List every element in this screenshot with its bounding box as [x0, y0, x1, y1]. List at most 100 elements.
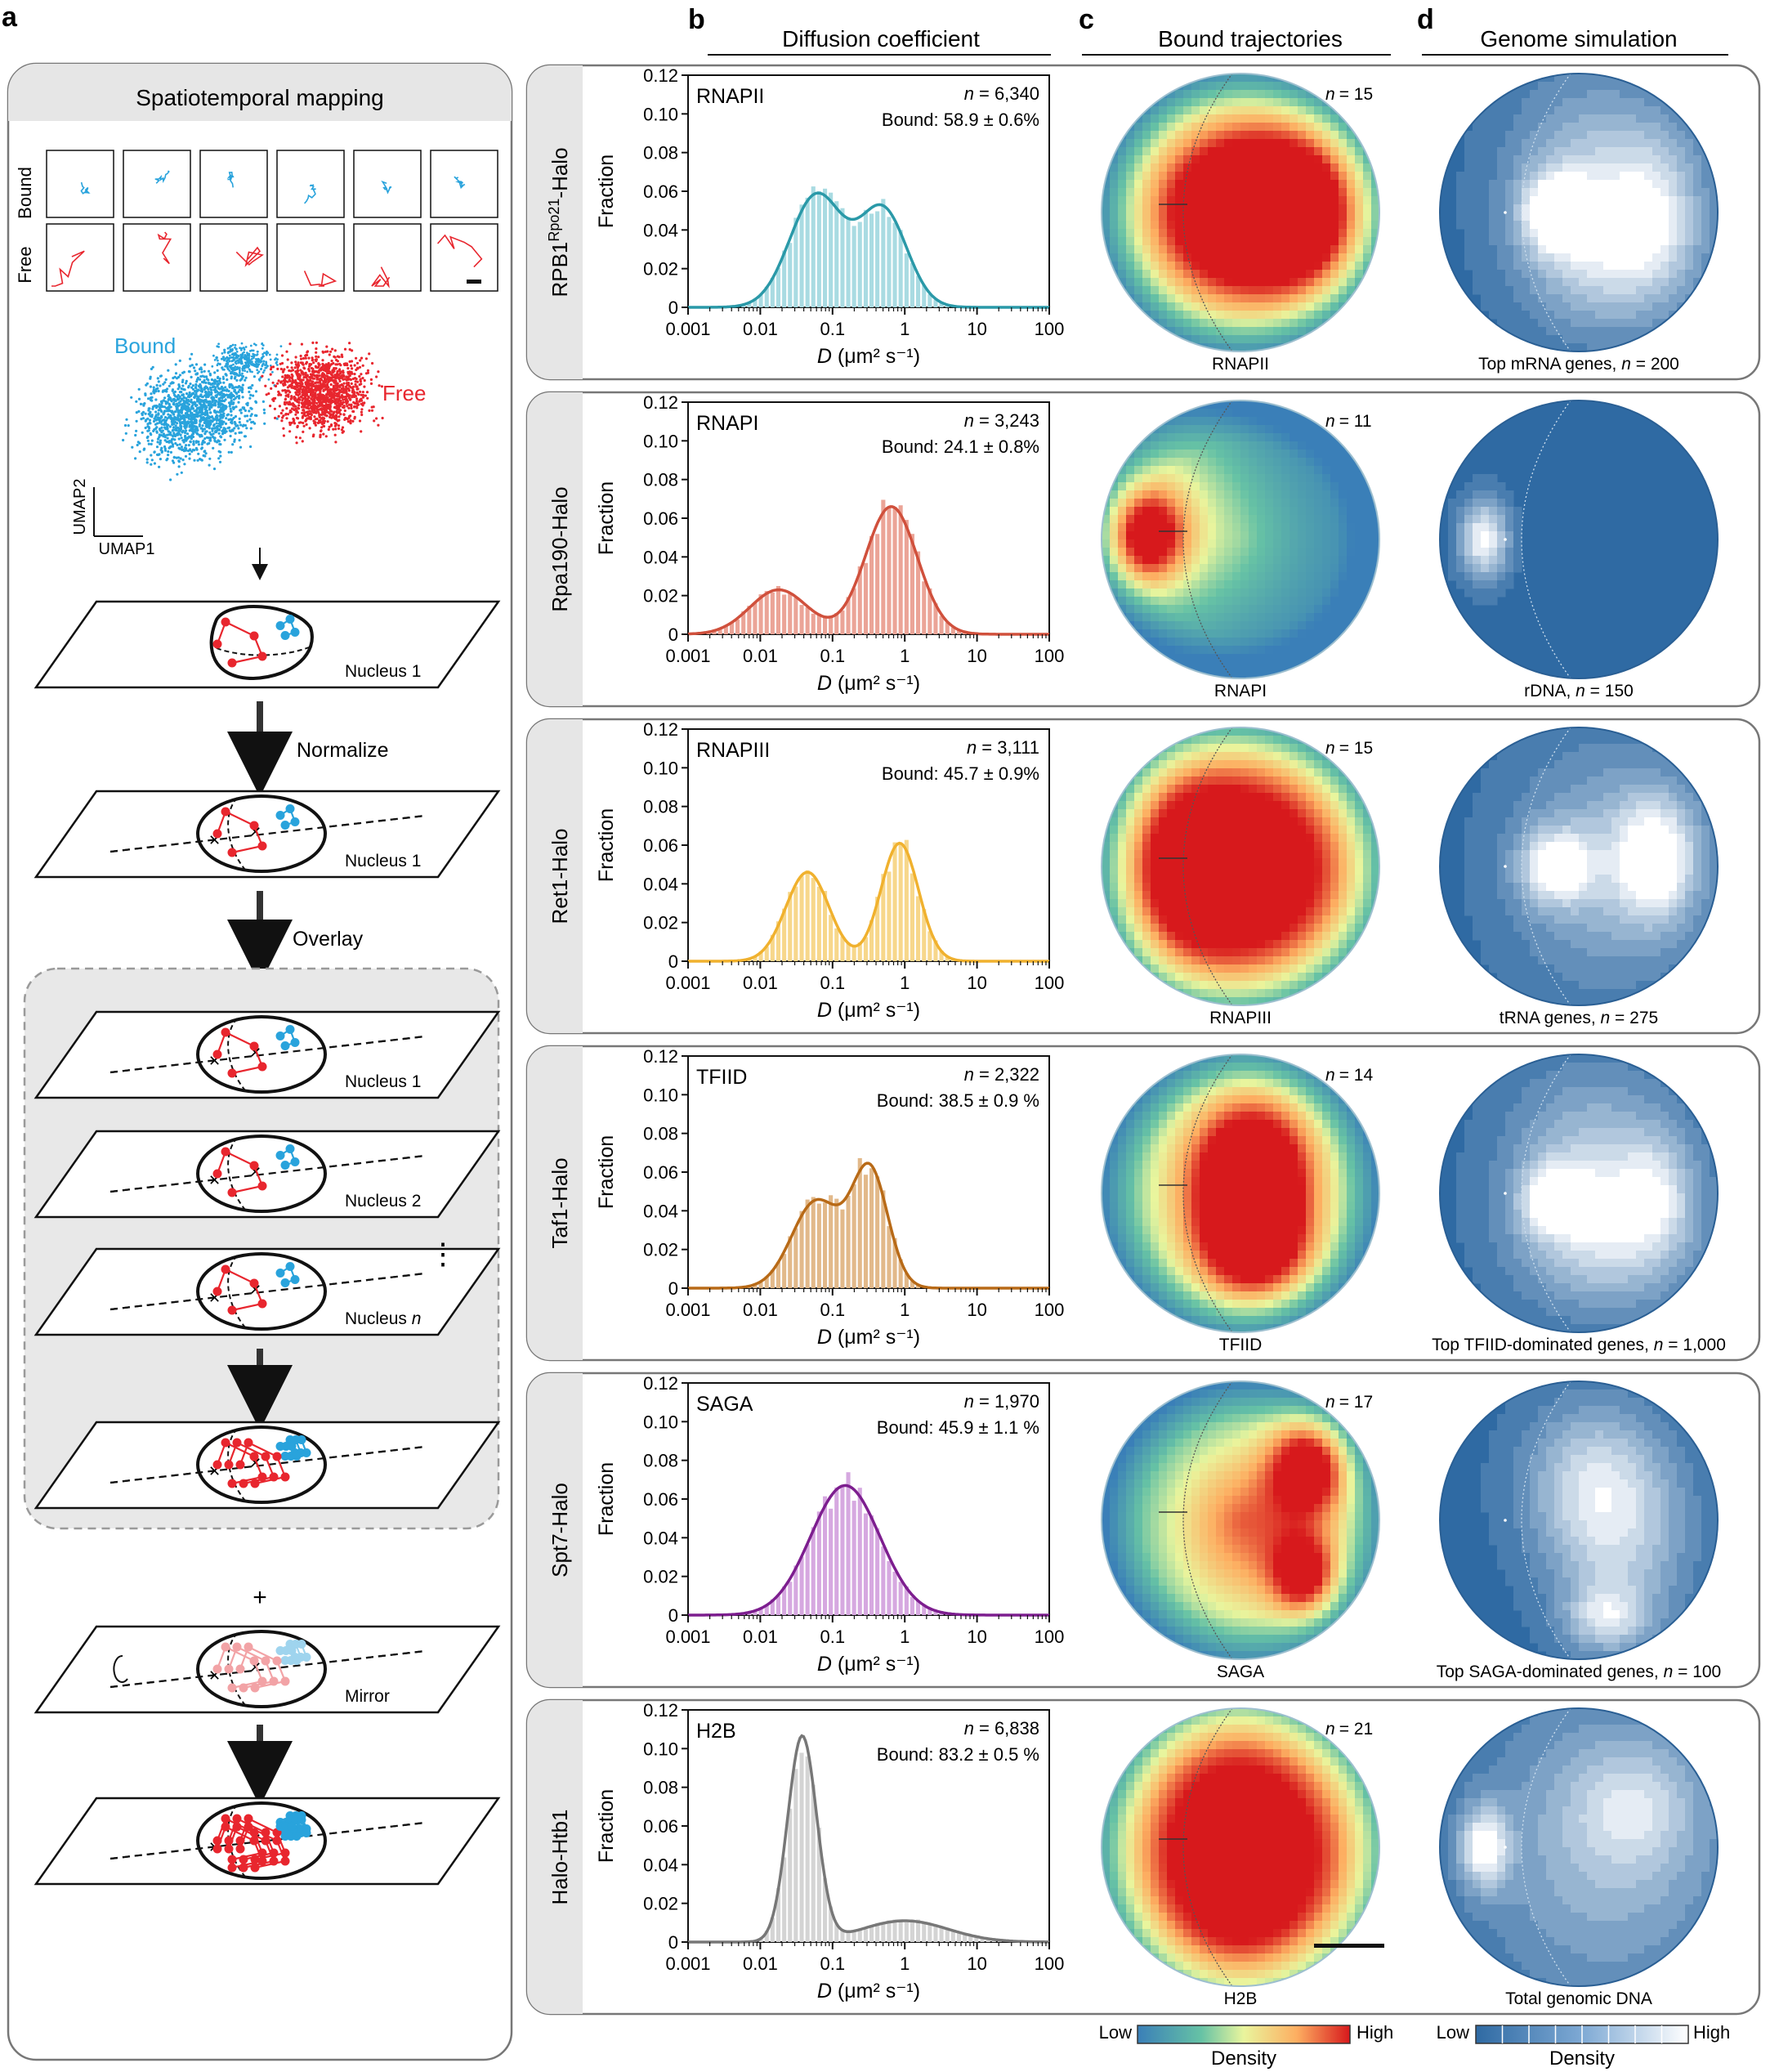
- heatmap-label: SAGA: [1217, 1663, 1264, 1681]
- histogram-bar: [823, 1877, 828, 1942]
- plot-frame: [687, 1709, 1050, 1943]
- genome-simulation-heatmap: rDNA, n = 150: [1439, 400, 1719, 700]
- panel-a-header: [8, 64, 512, 121]
- y-tick-label: 0.04: [643, 1201, 678, 1221]
- histogram-bar: [881, 1190, 886, 1288]
- heatmap-n: n = 15: [1325, 85, 1373, 104]
- free-point: [212, 1460, 222, 1470]
- free-point: [261, 1656, 270, 1666]
- histogram-bar: [869, 1925, 874, 1942]
- nucleolus-boundary: [227, 1018, 246, 1091]
- heatmap-outline: [1101, 400, 1380, 679]
- histogram-bar: [898, 1582, 903, 1615]
- histogram-bar: [922, 1604, 927, 1615]
- plane-label: Nucleus 1: [345, 852, 421, 870]
- trajectory-path: [235, 246, 264, 267]
- bound-row-label: Bound: [15, 167, 35, 219]
- bound-point: [285, 1144, 295, 1153]
- heatmap-outline: [1101, 1707, 1380, 1987]
- histogram-bar: [863, 562, 868, 634]
- nucleus-outline: [209, 605, 314, 681]
- row-side-band: [527, 1700, 583, 2014]
- free-point: [249, 631, 259, 641]
- free-point: [224, 1844, 234, 1854]
- x-tick-label: 0.1: [820, 1300, 846, 1320]
- histogram-bar: [793, 886, 798, 961]
- x-tick-label: 10: [967, 1300, 986, 1320]
- free-point: [221, 1642, 230, 1652]
- histogram-bar: [887, 1226, 892, 1288]
- y-tick-label: 0.08: [643, 797, 678, 817]
- factor-row: Ret1-Halo 00.020.040.060.080.100.120.001 0…: [525, 718, 1761, 1035]
- free-point: [280, 1472, 290, 1482]
- histogram-bar: [922, 1922, 927, 1942]
- histogram-bar: [910, 262, 914, 307]
- nucleolus-boundary: [1182, 1054, 1233, 1332]
- trajectory-path: [436, 234, 483, 268]
- free-point: [239, 1863, 248, 1873]
- heatmap-n: n = 17: [1325, 1393, 1373, 1412]
- x-tick-label: 1: [900, 1627, 910, 1647]
- histogram-bar: [939, 302, 944, 307]
- axis-line: [110, 1649, 426, 1689]
- histogram-bar: [775, 1595, 780, 1615]
- fit-curve: [688, 1734, 1049, 1944]
- y-tick-label: 0.02: [643, 1894, 678, 1914]
- nucleus-plane: ✕✕: [34, 1797, 501, 1886]
- umap-scatter: [122, 341, 384, 481]
- heatmap-outline: [1439, 400, 1719, 679]
- histogram-bar: [922, 581, 927, 634]
- histogram-bar: [816, 1828, 821, 1942]
- histogram-bar: [933, 1926, 938, 1942]
- histogram-bar: [904, 839, 909, 961]
- y-tick-label: 0.06: [643, 1162, 678, 1183]
- spb-marker: [1504, 1846, 1507, 1849]
- histogram-bar: [875, 211, 880, 307]
- histogram-bar: [747, 606, 752, 634]
- histogram-bar: [916, 551, 921, 634]
- strain-label: Taf1-Halo: [548, 1157, 572, 1248]
- simulation-label: rDNA, n = 150: [1524, 682, 1634, 700]
- histogram-bar: [793, 597, 798, 634]
- sample-size: n = 3,111: [967, 737, 1039, 758]
- histogram-bar: [892, 1919, 897, 1942]
- histogram-bar: [857, 1488, 862, 1615]
- free-point: [212, 1287, 222, 1296]
- histogram-bar: [869, 1168, 874, 1288]
- trajectory-path: [154, 170, 170, 184]
- trajectory-path: [80, 181, 91, 195]
- histogram-bar: [816, 886, 821, 961]
- col-title-c: Bound trajectories: [1158, 26, 1343, 51]
- x-tick-label: 0.001: [665, 1627, 710, 1647]
- bound-fraction: Bound: 24.1 ± 0.8%: [882, 436, 1039, 457]
- nucleus-plane: ✕ ✕Nucleus 1: [34, 790, 501, 879]
- bound-point: [275, 1032, 285, 1040]
- y-tick-label: 0.12: [643, 65, 678, 86]
- histogram-bar: [892, 1571, 897, 1615]
- diffusion-histogram: 0 0.02 0.04 0.06 0.08 0.10 0.12 0.001 0.01 0.1 1 10…: [595, 719, 1064, 1022]
- bound-point: [292, 1832, 302, 1841]
- histogram-bar: [840, 1929, 845, 1942]
- free-point: [249, 1836, 259, 1846]
- bound-trajectory: [279, 617, 297, 637]
- x-tick-label: 1: [900, 319, 910, 339]
- heatmap-label: RNAPIII: [1209, 1009, 1272, 1027]
- y-tick-label: 0.08: [643, 1124, 678, 1144]
- histogram-bar: [775, 267, 780, 307]
- heatmap-label: RNAPII: [1212, 355, 1269, 374]
- panel-letter-a: a: [2, 2, 18, 33]
- histogram-bar: [775, 586, 780, 634]
- strain-label: Ret1-Halo: [548, 828, 572, 924]
- plot-frame: [687, 74, 1050, 308]
- legend-c-high: High: [1357, 2022, 1393, 2043]
- y-tick-label: 0.06: [643, 508, 678, 529]
- diffusion-histogram: 0 0.02 0.04 0.06 0.08 0.10 0.12 0.001 0.01 0.1 1 10…: [595, 392, 1064, 695]
- histogram-bar: [834, 201, 839, 307]
- nucleolus-boundary: [227, 1137, 246, 1211]
- heatmap-outline: [1439, 1054, 1719, 1333]
- histogram-bar: [834, 613, 839, 634]
- axis-line: [110, 1821, 426, 1860]
- y-tick-label: 0.04: [643, 220, 678, 240]
- y-tick-label: 0: [668, 624, 678, 645]
